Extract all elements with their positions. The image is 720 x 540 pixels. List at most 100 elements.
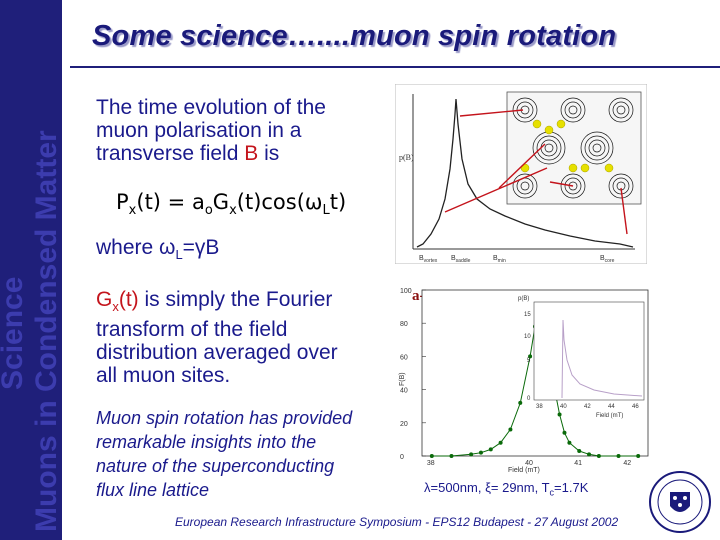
contour-frame — [506, 91, 642, 205]
fig1-ylabel: p(B) — [399, 153, 414, 162]
tick-b4: B — [600, 255, 605, 262]
musr-insights-text: Muon spin rotation has provided remarkab… — [96, 406, 396, 502]
fig2-data-point — [469, 452, 474, 457]
vortex-lattice-contour-map — [444, 91, 642, 235]
field-b: B — [244, 142, 259, 165]
where-prefix: where ω — [96, 236, 176, 259]
inset-ytick-3: 0 — [527, 396, 531, 402]
fig2-ytick-label: 40 — [400, 388, 408, 395]
tick-b2: B — [451, 255, 456, 262]
fig2-data-point — [528, 354, 533, 359]
fig2-data-point — [577, 449, 582, 454]
insights-line-3: nature of the superconducting — [96, 456, 335, 476]
formula-l-sub: L — [322, 203, 330, 219]
inset-ytick-2: 5 — [527, 358, 531, 364]
fig2-data-point — [518, 400, 523, 405]
formula-x2-sub: x — [229, 203, 237, 219]
caption-main: λ=500nm, ξ= 29nm, T — [424, 480, 550, 495]
tick-b3: B — [493, 255, 498, 262]
formula-t: (t) = a — [136, 190, 205, 214]
where-text: where ωL=γB — [96, 236, 219, 266]
tick-sub4: core — [605, 258, 615, 264]
fig2-xtick-label: 38 — [427, 460, 435, 467]
inset-frame — [533, 301, 645, 401]
formula-x-sub: x — [128, 203, 137, 219]
tick-label-4: Bcore — [600, 255, 615, 264]
inset-curve — [561, 319, 643, 399]
fig2-ylabel: F(B) — [399, 372, 406, 386]
inset-xtick-4: 46 — [632, 404, 639, 410]
gx-rest: is simply the Fourier — [138, 288, 333, 311]
inset-xtick-3: 44 — [608, 404, 615, 410]
tick-sub2: saddle — [456, 258, 471, 264]
intro-line-3-suffix: is — [258, 142, 280, 165]
fig2-xtick-label: 41 — [574, 460, 582, 467]
gx-g: G — [96, 288, 113, 311]
fig2-xtick-label: 42 — [623, 460, 631, 467]
fig2-data-point — [557, 412, 562, 417]
tick-sub1: vortex — [424, 258, 438, 264]
fig2-xlabel: Field (mT) — [508, 467, 540, 474]
fourier-line-1: Gx(t) is simply the Fourier — [96, 288, 338, 318]
insights-line-1: Muon spin rotation has provided — [96, 408, 353, 428]
saddle-markers — [520, 119, 614, 173]
fig1-distribution-curve — [416, 98, 634, 248]
tick-sub3: min — [498, 258, 506, 264]
fig2-data-point — [478, 450, 483, 455]
fig2-xtick-label: 40 — [525, 460, 533, 467]
fourier-text: Gx(t) is simply the Fourier transform of… — [96, 288, 338, 387]
formula-g: G — [212, 190, 230, 214]
tick-label-2: Bsaddle — [451, 255, 471, 264]
slide-title: Some science…....muon spin rotation — [92, 20, 617, 52]
formula-end: t) — [329, 190, 347, 214]
insights-line-4: flux line lattice — [96, 480, 210, 500]
inset-ytick-0: 15 — [524, 312, 531, 318]
fourier-line-3: distribution averaged over — [96, 341, 338, 365]
sidebar-text-2: Science — [0, 276, 29, 390]
fig2-data-point — [596, 454, 601, 458]
intro-text: The time evolution of the muon polarisat… — [96, 96, 326, 165]
intro-line-2: muon polarisation in a — [96, 119, 302, 142]
fig2-data-point — [616, 454, 621, 458]
fig2-x-ticks: 38 40 41 42 — [427, 460, 631, 467]
inset-ytick-1: 10 — [524, 334, 531, 340]
inset-xtick-2: 42 — [584, 404, 591, 410]
title-divider — [70, 66, 720, 68]
field-distribution-figure: p(B) Bvortex Bsaddle Bmin Bcore — [395, 84, 647, 264]
insights-line-2: remarkable insights into the — [96, 432, 317, 452]
inset-xtick-0: 38 — [536, 404, 543, 410]
annotation-arrows — [444, 109, 628, 235]
where-suffix: =γB — [182, 236, 220, 259]
fig2-data-point — [508, 427, 513, 432]
fig2-ytick-label: 100 — [400, 288, 412, 295]
fig2-data-point — [429, 454, 434, 458]
fig1-tick-labels: Bvortex Bsaddle Bmin Bcore — [419, 255, 615, 264]
inset-xtick-1: 40 — [560, 404, 567, 410]
fig2-data-point — [562, 430, 567, 435]
fig2-data-point — [567, 440, 572, 445]
fig2-data-point — [488, 447, 493, 452]
caption-end: =1.7K — [554, 480, 589, 495]
fig2-ytick-label: 0 — [400, 454, 404, 461]
fig2-ytick-label: 20 — [400, 421, 408, 428]
intro-line-1: The time evolution of the — [96, 96, 326, 119]
fig2-data-point — [449, 454, 454, 458]
tick-label-3: Bmin — [493, 255, 506, 264]
inset-ylabel: p(B) — [518, 296, 529, 302]
fig2-inset: 15 10 5 0 38 40 42 44 46 Field (mT) p(B) — [518, 296, 645, 419]
university-crest-logo — [649, 471, 711, 533]
fig2-data-point — [498, 440, 503, 445]
caption-sub: c — [549, 487, 555, 498]
where-sub: L — [175, 247, 183, 263]
fig2-data-point — [587, 452, 592, 457]
tick-label-1: Bvortex — [419, 255, 438, 264]
fig2-data-point — [636, 454, 641, 458]
fourier-line-4: all muon sites. — [96, 364, 231, 388]
polarisation-formula: Px(t) = aoGx(t)cos(ωLt) — [116, 190, 346, 218]
gx-sub: x — [112, 299, 119, 315]
sidebar-banner: Muons in Condensed Matter Science — [0, 0, 62, 540]
tick-b1: B — [419, 255, 424, 262]
intro-line-3-prefix: transverse field — [96, 142, 245, 165]
figure-caption: λ=500nm, ξ= 29nm, Tc=1.7K — [424, 480, 588, 498]
